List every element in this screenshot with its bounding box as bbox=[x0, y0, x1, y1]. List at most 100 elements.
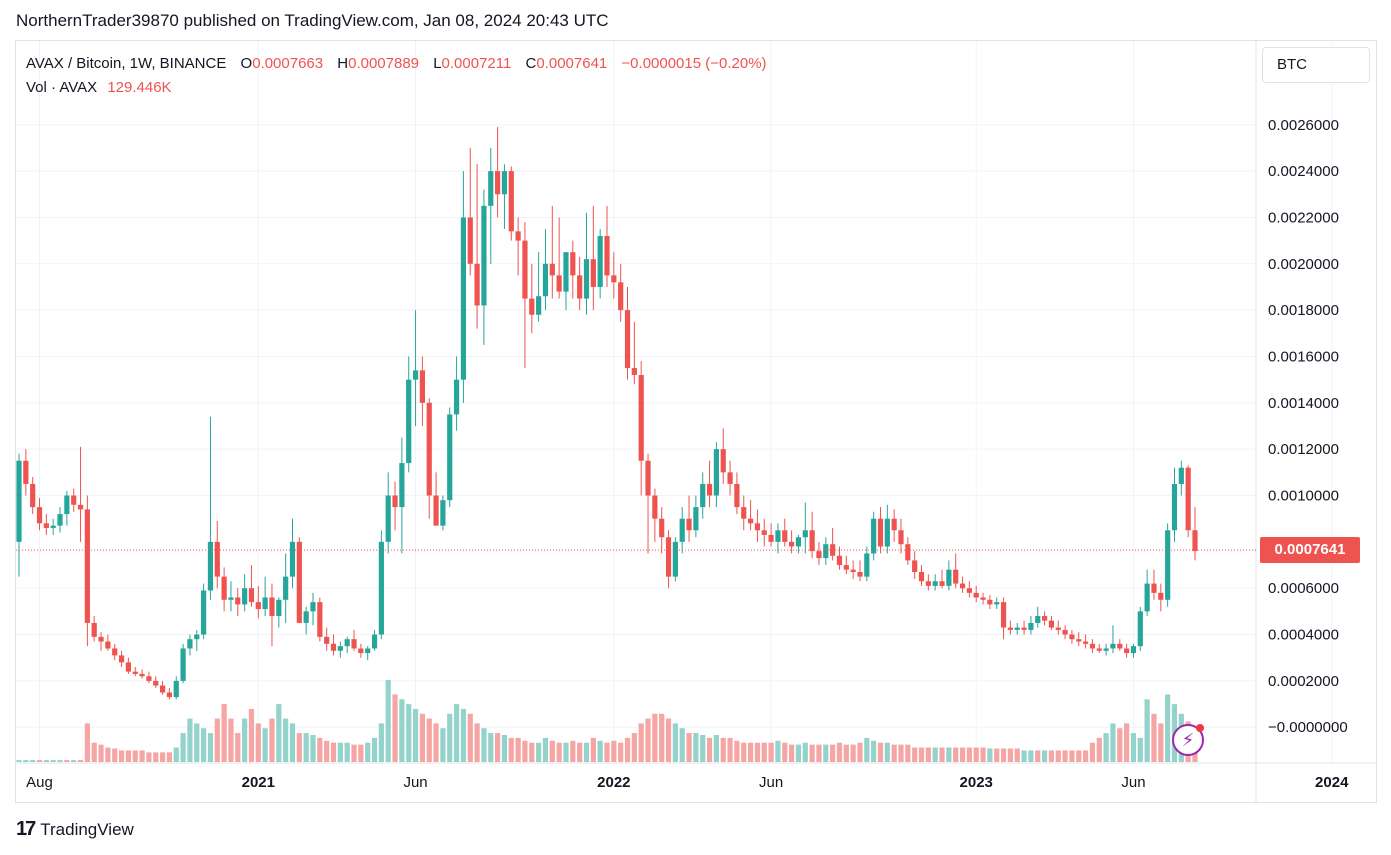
candle-body bbox=[1151, 583, 1157, 593]
candle-body bbox=[1110, 643, 1116, 649]
volume-bar bbox=[467, 713, 473, 762]
volume-bar bbox=[365, 742, 371, 762]
price-axis: 0.0026000 0.0024000 0.0022000 0.0020000 0.00… bbox=[1268, 117, 1348, 736]
candle-body bbox=[426, 402, 432, 496]
volume-bar bbox=[1007, 748, 1013, 762]
flash-icon[interactable]: ⚡ bbox=[1172, 724, 1204, 756]
candle-body bbox=[665, 537, 672, 577]
candle-body bbox=[43, 523, 49, 528]
volume-bar bbox=[898, 744, 904, 762]
volume-bar bbox=[112, 748, 118, 762]
time-axis: Aug 2021 Jun 2022 Jun 2023 Jun 2024 bbox=[26, 774, 1349, 791]
volume-bar bbox=[515, 737, 521, 762]
candle-body bbox=[577, 275, 583, 299]
candle-body bbox=[324, 636, 330, 644]
volume-label[interactable]: Vol · AVAX bbox=[26, 79, 98, 96]
candle-body bbox=[747, 518, 754, 524]
candle-body bbox=[734, 483, 740, 508]
volume-bar bbox=[235, 733, 241, 762]
candle-body bbox=[412, 370, 419, 380]
candle-body bbox=[166, 692, 173, 698]
candle-body bbox=[693, 507, 699, 531]
volume-bar bbox=[713, 734, 719, 762]
candle-body bbox=[843, 565, 849, 570]
candle-body bbox=[1048, 620, 1055, 628]
candle-body bbox=[529, 298, 535, 315]
volume-bar bbox=[611, 740, 617, 762]
volume-bar bbox=[864, 737, 870, 762]
volume-bar bbox=[1055, 750, 1061, 762]
candle-body bbox=[590, 259, 596, 287]
volume-bar bbox=[953, 747, 959, 762]
volume-bar bbox=[242, 718, 248, 762]
candle-body bbox=[228, 597, 234, 600]
candle-body bbox=[447, 414, 453, 501]
candle-body bbox=[392, 495, 398, 508]
volume-bar bbox=[64, 760, 70, 762]
candle-body bbox=[399, 463, 405, 508]
y-tick-label: 0.0018000 bbox=[1268, 302, 1339, 319]
candle-body bbox=[1089, 643, 1096, 649]
candle-body bbox=[638, 375, 644, 461]
candle-body bbox=[419, 370, 425, 403]
volume-bar bbox=[419, 713, 425, 762]
candle-body bbox=[269, 597, 275, 617]
candle-body bbox=[809, 530, 815, 552]
symbol-label[interactable]: AVAX / Bitcoin, 1W, BINANCE bbox=[26, 55, 227, 72]
volume-bar bbox=[91, 742, 97, 762]
volume-bar bbox=[84, 723, 90, 762]
volume-row: Vol · AVAX 129.446K bbox=[26, 79, 767, 103]
candle-body bbox=[508, 171, 514, 232]
volume-bar bbox=[1124, 723, 1130, 762]
candle-body bbox=[488, 171, 494, 206]
volume-bar bbox=[1096, 737, 1102, 762]
tradingview-logo-icon: 17 bbox=[16, 818, 36, 840]
volume-bar bbox=[1083, 750, 1089, 762]
y-tick-label: 0.0010000 bbox=[1268, 488, 1339, 505]
candle-body bbox=[891, 518, 897, 531]
candle-body bbox=[1007, 627, 1013, 630]
volume-bar bbox=[850, 744, 856, 762]
candle-body bbox=[1000, 602, 1007, 628]
volume-bar bbox=[946, 747, 952, 762]
candle-body bbox=[782, 530, 788, 542]
volume-bar bbox=[508, 737, 514, 762]
footer-brand[interactable]: 17 TradingView bbox=[16, 818, 134, 841]
volume-bar bbox=[412, 708, 419, 762]
candle-body bbox=[30, 483, 36, 508]
volume-bar bbox=[426, 718, 432, 762]
x-tick-label: Jun bbox=[403, 774, 427, 791]
candle-body bbox=[1130, 646, 1137, 654]
volume-bar bbox=[30, 760, 36, 762]
volume-bar bbox=[146, 752, 152, 762]
currency-button[interactable]: BTC bbox=[1262, 47, 1370, 83]
ohlc-row: AVAX / Bitcoin, 1W, BINANCE O0.0007663 H… bbox=[26, 55, 767, 79]
candle-body bbox=[201, 590, 207, 635]
candle-body bbox=[235, 597, 241, 605]
volume-bar bbox=[925, 747, 931, 762]
y-tick-label: 0.0006000 bbox=[1268, 580, 1339, 597]
candle-body bbox=[481, 205, 487, 306]
candle-body bbox=[583, 259, 590, 299]
volume-bar bbox=[1158, 723, 1164, 762]
volume-bar bbox=[693, 733, 699, 762]
volume-bar bbox=[139, 750, 145, 762]
chart-frame[interactable] bbox=[15, 40, 1377, 803]
y-tick-label: 0.0016000 bbox=[1268, 348, 1339, 365]
volume-bar bbox=[672, 723, 678, 762]
volume-bar bbox=[789, 744, 795, 762]
volume-bar bbox=[1000, 748, 1007, 762]
volume-bar bbox=[269, 718, 275, 762]
candle-body bbox=[1171, 483, 1178, 531]
y-tick-label: 0.0022000 bbox=[1268, 209, 1339, 226]
candle-body bbox=[789, 541, 795, 547]
candle-body bbox=[563, 252, 569, 292]
volume-value: 129.446K bbox=[107, 79, 172, 96]
candle-body bbox=[925, 581, 931, 586]
volume-bar bbox=[549, 740, 555, 762]
candle-body bbox=[542, 263, 549, 297]
candle-body bbox=[515, 231, 521, 241]
y-tick-label: 0.0004000 bbox=[1268, 627, 1339, 644]
candle-body bbox=[248, 588, 255, 603]
